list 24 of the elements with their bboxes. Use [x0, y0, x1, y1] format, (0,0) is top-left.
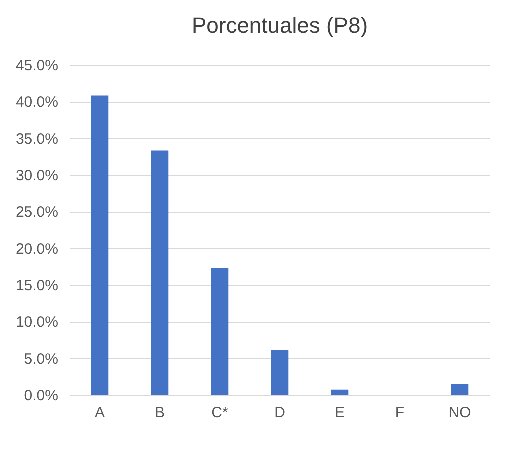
y-tick-label: 20.0%: [16, 240, 58, 258]
x-tick-label: E: [334, 404, 346, 422]
bar: [331, 390, 349, 395]
x-tick-label: A: [94, 404, 106, 422]
y-tick-label: 15.0%: [16, 278, 58, 294]
x-tick-label: F: [395, 404, 405, 422]
y-tick-label: 0.0%: [24, 388, 58, 404]
y-tick-label: 35.0%: [16, 130, 58, 148]
y-tick-label: 5.0%: [24, 350, 58, 368]
bar: [151, 150, 169, 395]
y-tick-label: 40.0%: [16, 94, 58, 112]
bar: [91, 96, 109, 395]
chart-title: Porcentuales (P8): [192, 13, 368, 38]
x-tick-label: B: [154, 404, 166, 422]
y-tick-label: 10.0%: [16, 314, 58, 332]
bar: [271, 350, 289, 395]
x-tick-label: NO: [448, 404, 472, 422]
bar: [451, 384, 469, 395]
y-tick-label: 25.0%: [16, 204, 58, 222]
x-tick-label: D: [274, 404, 286, 422]
bar: [211, 268, 229, 395]
x-tick-label: C*: [212, 404, 228, 422]
y-tick-label: 30.0%: [16, 168, 58, 184]
y-tick-label: 45.0%: [16, 58, 58, 74]
